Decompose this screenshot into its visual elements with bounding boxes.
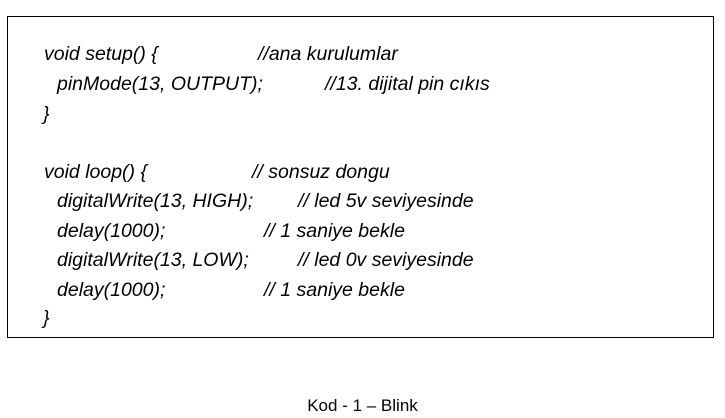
code-pinmode-comment: //13. dijital pin cıkıs bbox=[325, 73, 490, 95]
code-delay-1-statement: delay(1000); bbox=[57, 220, 166, 242]
code-digitalwrite-low-comment: // led 0v seviyesinde bbox=[298, 249, 474, 271]
code-loop-close-brace: } bbox=[43, 307, 50, 329]
code-pinmode-statement: pinMode(13, OUTPUT); bbox=[57, 73, 263, 95]
code-digitalwrite-low-statement: digitalWrite(13, LOW); bbox=[57, 249, 249, 271]
code-delay-2-statement: delay(1000); bbox=[57, 279, 166, 301]
code-delay-2-comment: // 1 saniye bekle bbox=[264, 279, 405, 301]
code-setup-close-brace: } bbox=[43, 103, 50, 125]
code-digitalwrite-high-comment: // led 5v seviyesinde bbox=[298, 190, 474, 212]
figure-caption: Kod - 1 – Blink bbox=[307, 396, 418, 415]
code-digitalwrite-high-statement: digitalWrite(13, HIGH); bbox=[57, 190, 254, 212]
code-loop-signature: void loop() { bbox=[44, 161, 147, 183]
code-listing-box bbox=[7, 16, 714, 338]
code-setup-comment: //ana kurulumlar bbox=[258, 43, 398, 65]
code-delay-1-comment: // 1 saniye bekle bbox=[264, 220, 405, 242]
code-setup-signature: void setup() { bbox=[44, 43, 158, 65]
code-loop-comment: // sonsuz dongu bbox=[252, 161, 390, 183]
